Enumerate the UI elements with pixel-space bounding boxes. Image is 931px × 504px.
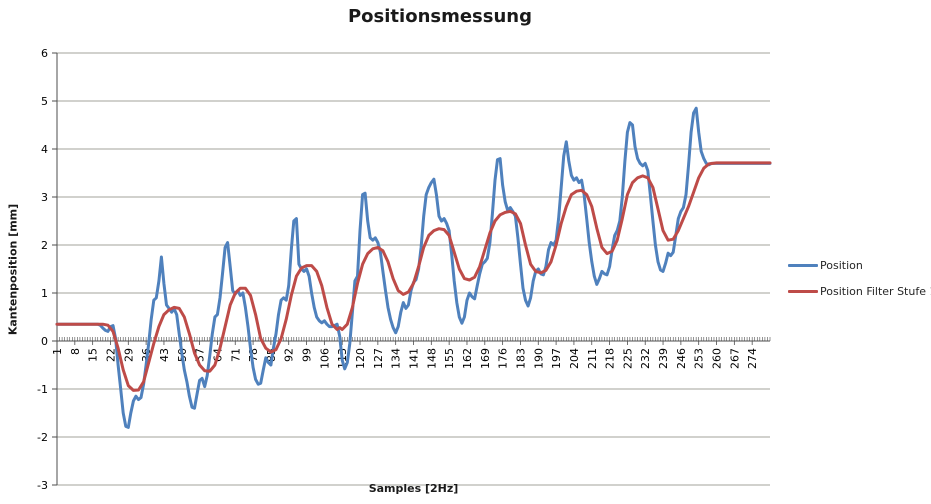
x-axis: 1 8 15 22 29 36 43 50 57 64 71 78 85 92 99 106 113 120 127… bbox=[51, 337, 771, 369]
x-tick-label: 134 bbox=[390, 348, 403, 369]
x-tick-label: 71 bbox=[229, 348, 242, 362]
y-tick-label: 5 bbox=[41, 95, 48, 108]
x-tick-label: 22 bbox=[104, 348, 117, 362]
x-tick-label: 8 bbox=[69, 348, 82, 355]
x-tick-label: 260 bbox=[711, 348, 724, 369]
x-tick-label: 127 bbox=[372, 348, 385, 369]
x-tick-label: 274 bbox=[746, 348, 759, 369]
x-tick-label: 120 bbox=[354, 348, 367, 369]
x-tick-label: 204 bbox=[568, 348, 581, 369]
x-tick-label: 99 bbox=[301, 348, 314, 362]
x-tick-label: 169 bbox=[479, 348, 492, 369]
legend[interactable]: Position Position Filter Stufe 1 bbox=[788, 252, 931, 304]
y-tick-label: 3 bbox=[41, 191, 48, 204]
x-tick-label: 141 bbox=[408, 348, 421, 369]
x-tick-label: 197 bbox=[550, 348, 563, 369]
x-tick-label: 155 bbox=[443, 348, 456, 369]
chart-title[interactable]: Positionsmessung bbox=[347, 6, 533, 27]
x-tick-label: 190 bbox=[532, 348, 545, 369]
position-filter-series-marker bbox=[788, 289, 818, 293]
x-tick-label: 246 bbox=[675, 348, 688, 369]
x-tick-label: 106 bbox=[318, 348, 331, 369]
x-tick-label: 253 bbox=[693, 348, 706, 369]
y-tick-label: -2 bbox=[37, 431, 48, 444]
y-axis-title: Kantenposition [mm] bbox=[6, 203, 20, 336]
y-tick-label: 1 bbox=[41, 287, 48, 300]
x-tick-label: 225 bbox=[621, 348, 634, 369]
legend-item-position[interactable]: Position bbox=[788, 252, 931, 278]
x-tick-label: 211 bbox=[586, 348, 599, 369]
x-tick-label: 15 bbox=[87, 348, 100, 362]
y-tick-label: -3 bbox=[37, 479, 48, 492]
series-line-position-filter[interactable] bbox=[55, 161, 772, 392]
legend-label-position-filter: Position Filter Stufe 1 bbox=[820, 284, 931, 298]
y-tick-label: 2 bbox=[41, 239, 48, 252]
gridlines bbox=[57, 52, 770, 486]
y-tick-label: 4 bbox=[41, 143, 48, 156]
legend-label-position: Position bbox=[820, 258, 863, 272]
y-tick-label: 6 bbox=[41, 47, 48, 60]
x-tick-label: 92 bbox=[283, 348, 296, 362]
x-tick-label: 239 bbox=[657, 348, 670, 369]
y-axis: 6 5 4 3 2 1 0 -1 -2 -3 bbox=[37, 47, 58, 492]
x-tick-label: 162 bbox=[461, 348, 474, 369]
x-tick-label: 1 bbox=[51, 348, 64, 355]
x-tick-label: 183 bbox=[514, 348, 527, 369]
x-tick-label: 232 bbox=[639, 348, 652, 369]
legend-item-position-filter[interactable]: Position Filter Stufe 1 bbox=[788, 278, 931, 304]
x-tick-label: 267 bbox=[728, 348, 741, 369]
y-tick-label: -1 bbox=[37, 383, 48, 396]
x-tick-label: 218 bbox=[604, 348, 617, 369]
y-tick-label: 0 bbox=[41, 335, 48, 348]
series-line-position[interactable] bbox=[55, 106, 772, 429]
x-tick-label: 176 bbox=[497, 348, 510, 369]
x-axis-title: Samples [2Hz] bbox=[368, 482, 459, 495]
x-tick-label: 148 bbox=[425, 348, 438, 369]
position-series-marker bbox=[788, 263, 818, 267]
x-tick-label: 29 bbox=[122, 348, 135, 362]
x-tick-label: 43 bbox=[158, 348, 171, 362]
